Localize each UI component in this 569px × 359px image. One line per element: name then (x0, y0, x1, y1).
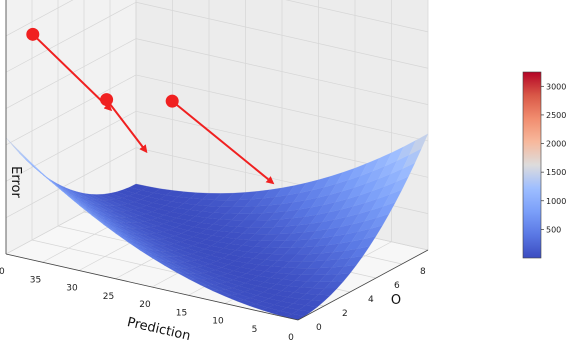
colorbar-tick-label: 2500 (546, 111, 566, 120)
y-axis-label: O (391, 293, 401, 308)
gradient-arrow (32, 33, 113, 112)
y-tick-label: 8 (420, 267, 426, 277)
o-axis-line (297, 249, 429, 321)
z-axis-label: Error (8, 166, 23, 198)
colorbar-tick-label: 500 (546, 225, 561, 234)
error-surface (5, 133, 429, 321)
colorbar-tick-label: 2000 (546, 140, 566, 149)
grid-line-z (5, 74, 137, 146)
gradient-point (165, 94, 179, 108)
colorbar-gradient (522, 71, 542, 259)
gradient-point (26, 27, 40, 41)
x-tick-label: 10 (212, 317, 224, 327)
gradient-markers (26, 27, 275, 185)
x-tick-label: 15 (176, 308, 187, 318)
x-axis-label: Prediction (126, 315, 192, 344)
grid-line-z (5, 1, 137, 73)
y-tick-label: 4 (368, 295, 374, 305)
surface-patch (408, 133, 429, 156)
grid-line-z (5, 147, 137, 218)
y-tick-label: 2 (342, 309, 348, 319)
colorbar-tick-label: 1000 (546, 197, 566, 206)
x-tick-label: 5 (252, 325, 258, 335)
x-tick-label: 20 (139, 300, 151, 310)
gradient-point (100, 93, 114, 107)
x-tick-label: 30 (66, 284, 78, 294)
colorbar-tick-label: 1500 (546, 168, 566, 177)
gradient-arrow (171, 100, 275, 185)
x-tick-label: 40 (0, 267, 5, 277)
grid-line-z (5, 38, 137, 109)
x-tick-label: 35 (30, 275, 41, 285)
grid-line-z (5, 110, 137, 182)
grid-line-z (285, 0, 429, 33)
prediction-axis-line (5, 253, 299, 321)
colorbar: 500 1000 1500 2000 2500 3000 (522, 71, 566, 259)
x-tick-label: 25 (103, 292, 114, 302)
axis-lines (5, 0, 429, 321)
gradient-arrow (105, 98, 148, 154)
y-tick-label: 6 (394, 281, 400, 291)
colorbar-tick-label: 3000 (546, 82, 566, 91)
back-left-pane (6, 0, 136, 254)
y-tick-label: 0 (316, 323, 322, 333)
x-tick-label: 0 (288, 333, 294, 343)
tick-labels: 4035302520151050024680500100015002000250… (0, 267, 426, 343)
grid-line-z (5, 0, 74, 37)
